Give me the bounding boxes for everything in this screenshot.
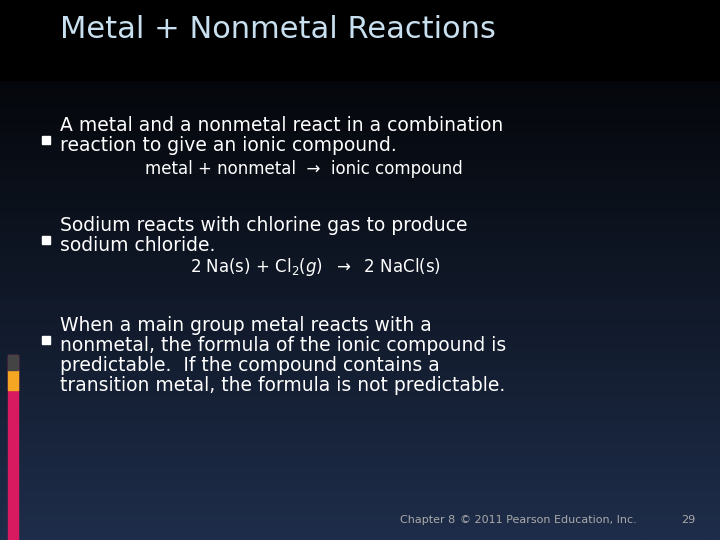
Text: predictable.  If the compound contains a: predictable. If the compound contains a: [60, 356, 440, 375]
Bar: [8, 355, 18, 370]
Bar: [8, 370, 18, 390]
Text: When a main group metal reacts with a: When a main group metal reacts with a: [60, 316, 432, 335]
Bar: [42, 236, 50, 244]
Text: A metal and a nonmetal react in a combination: A metal and a nonmetal react in a combin…: [60, 116, 503, 135]
Text: 29: 29: [680, 515, 695, 525]
Bar: [42, 136, 50, 144]
Text: sodium chloride.: sodium chloride.: [60, 236, 215, 255]
Text: Sodium reacts with chlorine gas to produce: Sodium reacts with chlorine gas to produ…: [60, 216, 467, 235]
Text: metal + nonmetal  →  ionic compound: metal + nonmetal → ionic compound: [145, 160, 463, 178]
Text: Chapter 8: Chapter 8: [400, 515, 455, 525]
Bar: [8, 355, 18, 540]
Bar: [42, 336, 50, 344]
Text: Metal + Nonmetal Reactions: Metal + Nonmetal Reactions: [60, 16, 496, 44]
Text: reaction to give an ionic compound.: reaction to give an ionic compound.: [60, 136, 397, 155]
Bar: [0, 0, 720, 80]
Text: transition metal, the formula is not predictable.: transition metal, the formula is not pre…: [60, 376, 505, 395]
Text: © 2011 Pearson Education, Inc.: © 2011 Pearson Education, Inc.: [460, 515, 636, 525]
Text: 2 Na(s) + Cl$_2$($g$)  $\rightarrow$  2 NaCl(s): 2 Na(s) + Cl$_2$($g$) $\rightarrow$ 2 Na…: [190, 256, 441, 278]
Text: nonmetal, the formula of the ionic compound is: nonmetal, the formula of the ionic compo…: [60, 336, 506, 355]
